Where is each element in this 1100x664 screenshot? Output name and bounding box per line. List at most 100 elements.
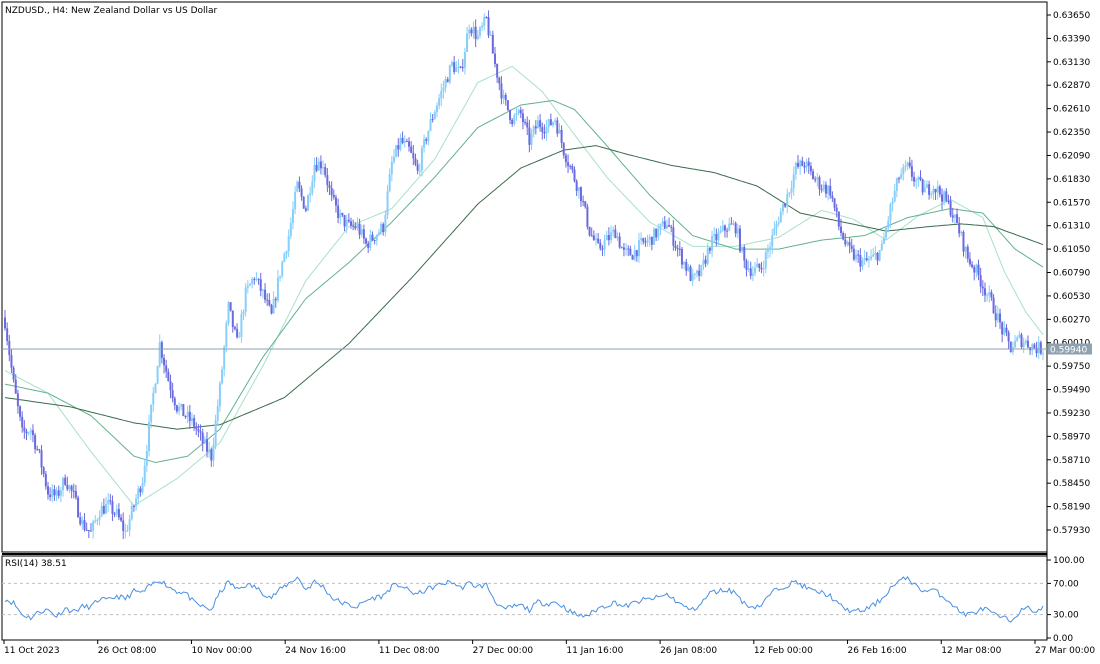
bear-candle-body xyxy=(797,162,800,167)
bull-candle-body xyxy=(283,253,286,262)
bull-candle-body xyxy=(427,130,430,141)
price-axis-ticks: 0.63650 0.63390 0.63130 0.62870 0.62610 0.623… xyxy=(1047,11,1090,536)
bull-candle-body xyxy=(882,237,885,244)
bear-candle-body xyxy=(324,167,327,176)
bear-candle-body xyxy=(680,248,683,265)
bear-candle-body xyxy=(560,129,563,143)
bull-candle-body xyxy=(156,366,159,385)
bull-candle-body xyxy=(728,223,731,231)
price-tick-label: 0.59490 xyxy=(1053,386,1090,396)
price-tick-label: 0.58970 xyxy=(1053,432,1090,442)
bear-candle-body xyxy=(412,152,415,159)
bear-candle-body xyxy=(698,270,701,276)
bull-candle-body xyxy=(418,170,421,172)
bear-candle-body xyxy=(620,247,623,249)
bear-candle-body xyxy=(592,235,595,240)
bull-candle-body xyxy=(515,113,518,116)
bull-candle-body xyxy=(420,147,423,171)
bull-candle-body xyxy=(880,243,883,250)
bull-candle-body xyxy=(827,185,830,194)
bear-candle-body xyxy=(968,258,971,265)
bull-candle-body xyxy=(741,247,744,252)
bear-candle-body xyxy=(493,53,496,64)
bear-candle-body xyxy=(25,431,28,434)
price-tick-label: 0.63130 xyxy=(1053,58,1090,68)
price-tick-label: 0.62610 xyxy=(1053,105,1090,115)
bear-candle-body xyxy=(343,215,346,227)
bear-candle-body xyxy=(304,208,307,211)
bull-candle-body xyxy=(775,223,778,229)
bear-candle-body xyxy=(160,342,163,358)
bear-candle-body xyxy=(543,132,546,134)
bull-candle-body xyxy=(861,259,864,267)
bull-candle-body xyxy=(653,228,656,245)
bear-candle-body xyxy=(586,206,589,227)
bear-candle-body xyxy=(622,247,625,250)
bear-candle-body xyxy=(49,494,52,498)
price-tick-label: 0.58710 xyxy=(1053,456,1090,466)
bull-candle-body xyxy=(816,177,819,180)
bull-candle-body xyxy=(126,530,129,532)
bear-candle-body xyxy=(382,223,385,233)
bear-candle-body xyxy=(354,226,357,229)
bear-candle-body xyxy=(111,501,114,514)
bull-candle-body xyxy=(476,35,479,40)
bear-candle-body xyxy=(184,416,187,418)
rsi-axis-ticks: 100.00 70.00 30.00 0.00 xyxy=(1047,556,1085,644)
bull-candle-body xyxy=(693,273,696,275)
bear-candle-body xyxy=(401,137,404,143)
bull-candle-body xyxy=(661,221,664,224)
bear-candle-body xyxy=(175,405,178,412)
bear-candle-body xyxy=(210,449,213,461)
bull-candle-body xyxy=(889,204,892,221)
bear-candle-body xyxy=(865,258,868,261)
bear-candle-body xyxy=(1005,327,1008,333)
bear-candle-body xyxy=(319,161,322,169)
bear-candle-body xyxy=(715,234,718,241)
bull-candle-body xyxy=(390,161,393,175)
bear-candle-body xyxy=(334,197,337,206)
time-tick-label: 26 Feb 16:00 xyxy=(848,646,907,656)
bull-candle-body xyxy=(986,295,989,297)
bear-candle-body xyxy=(534,126,537,129)
bull-candle-body xyxy=(925,184,928,188)
bear-candle-body xyxy=(509,110,512,120)
bull-candle-body xyxy=(444,79,447,88)
bull-candle-body xyxy=(242,311,245,315)
bull-candle-body xyxy=(605,235,608,241)
bear-candle-body xyxy=(921,179,924,193)
price-tick-label: 0.60790 xyxy=(1053,269,1090,279)
bull-candle-body xyxy=(105,504,108,514)
bull-candle-body xyxy=(281,261,284,276)
bull-candle-body xyxy=(251,278,254,284)
bear-candle-body xyxy=(1026,340,1029,348)
bull-candle-body xyxy=(322,167,325,169)
bear-candle-body xyxy=(635,250,638,257)
bear-candle-body xyxy=(837,211,840,227)
bull-candle-body xyxy=(214,420,217,445)
price-tick-label: 0.63390 xyxy=(1053,34,1090,44)
bull-candle-body xyxy=(289,223,292,237)
bull-candle-body xyxy=(388,174,391,192)
bear-candle-body xyxy=(898,178,901,180)
time-tick-label: 11 Oct 2023 xyxy=(4,646,60,656)
bull-candle-body xyxy=(932,188,935,195)
bear-candle-body xyxy=(74,491,77,498)
rsi-tick-label: 70.00 xyxy=(1053,579,1079,589)
bear-candle-body xyxy=(910,166,913,177)
bull-candle-body xyxy=(345,219,348,227)
bear-candle-body xyxy=(53,489,56,496)
bear-candle-body xyxy=(201,432,204,444)
bear-candle-body xyxy=(14,379,17,394)
bull-candle-body xyxy=(55,490,58,496)
bear-candle-body xyxy=(453,62,456,72)
bull-candle-body xyxy=(218,383,221,407)
bear-candle-body xyxy=(117,509,120,518)
price-tick-label: 0.59230 xyxy=(1053,409,1090,419)
bear-candle-body xyxy=(113,513,116,515)
bull-candle-body xyxy=(451,62,454,66)
bear-candle-body xyxy=(829,185,832,196)
bear-candle-body xyxy=(584,201,587,207)
bear-candle-body xyxy=(839,226,842,234)
bull-candle-body xyxy=(558,129,561,134)
